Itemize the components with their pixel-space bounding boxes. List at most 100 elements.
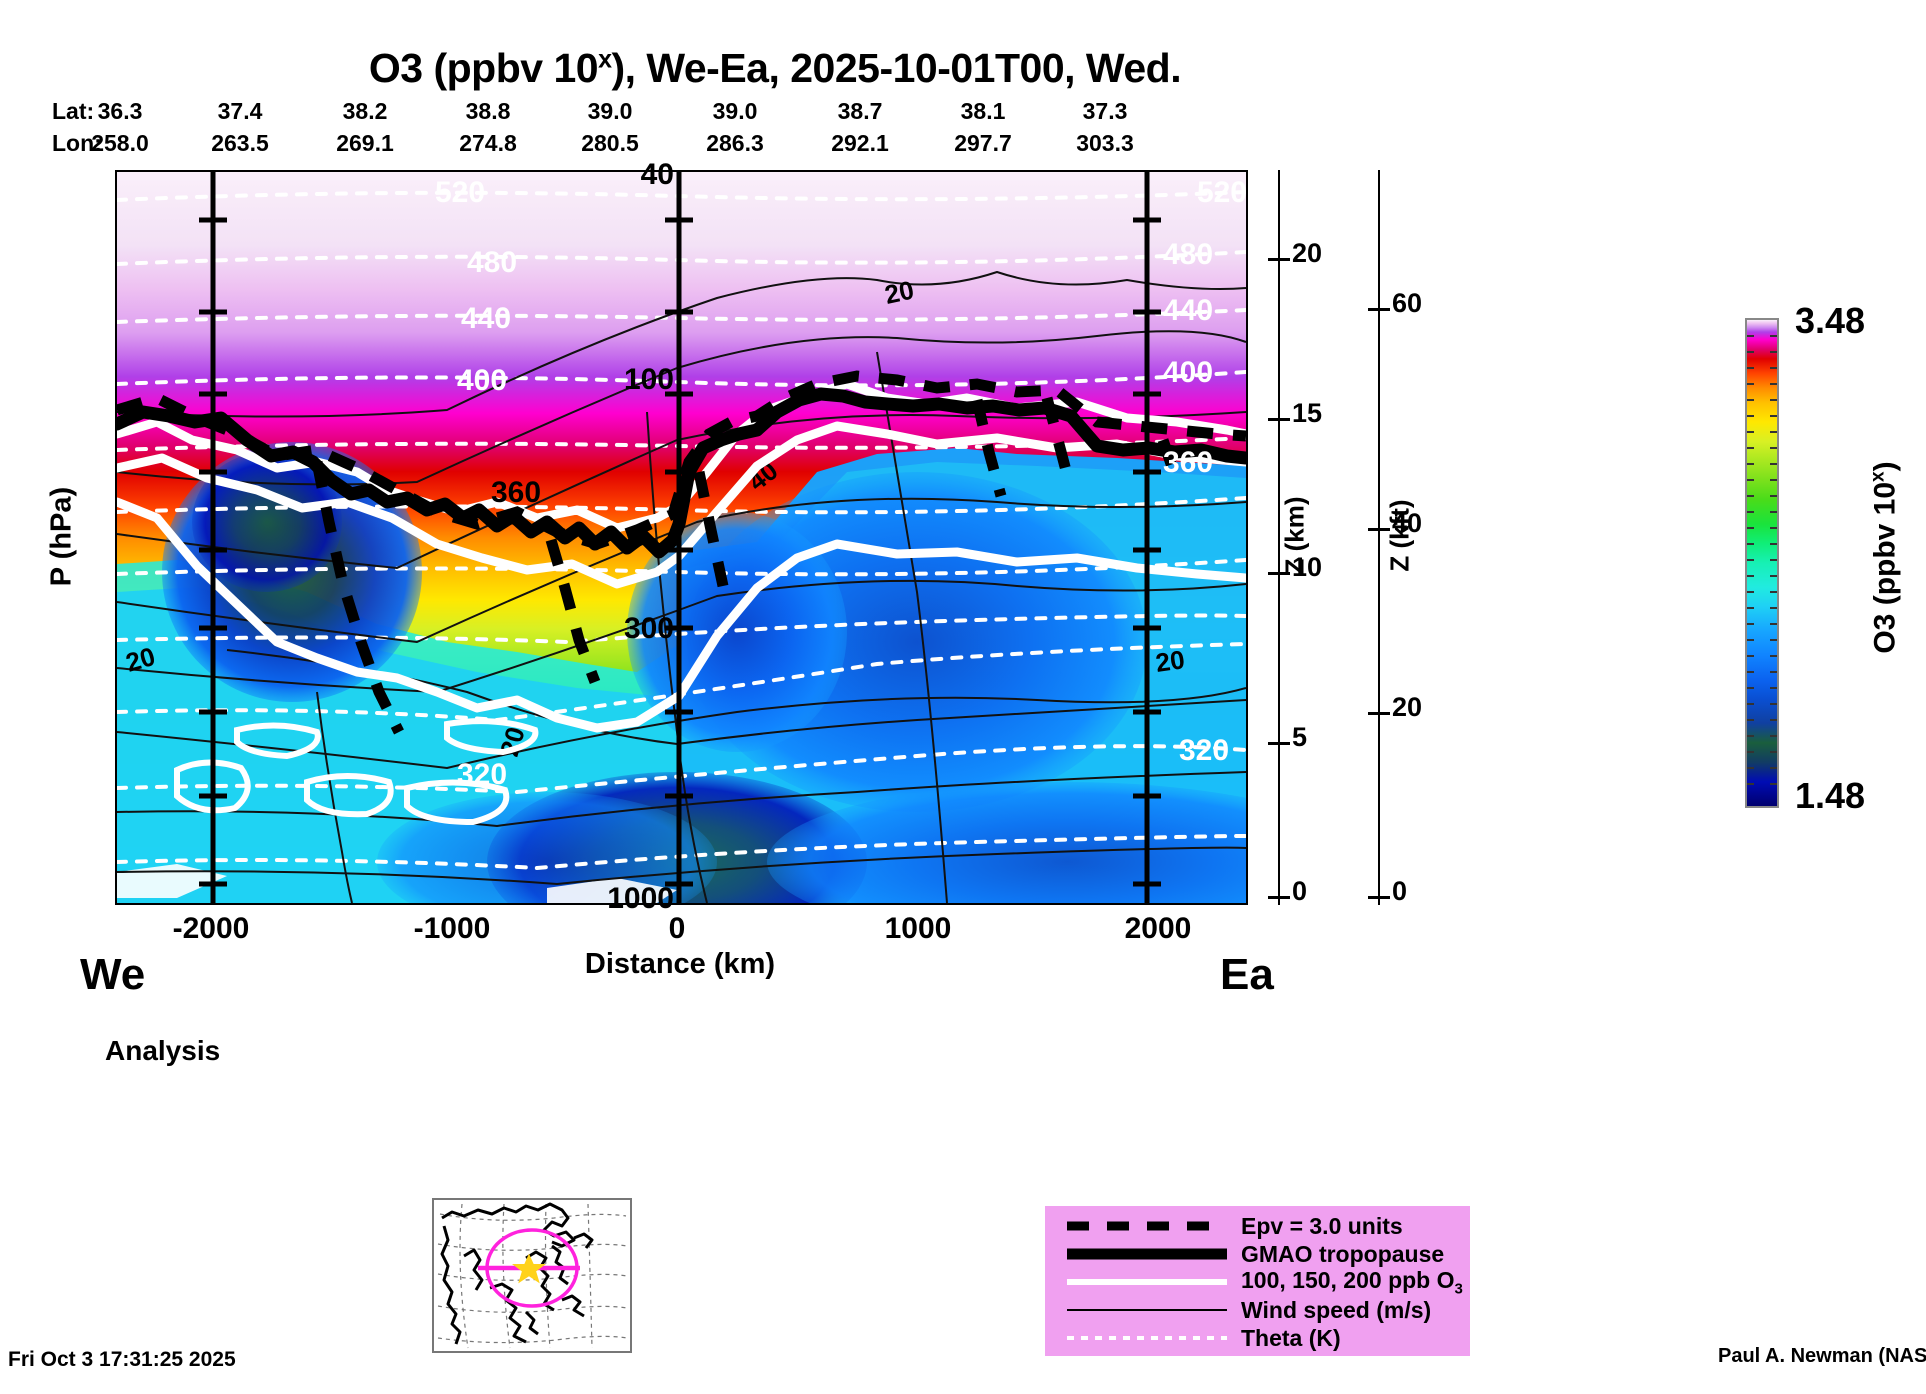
legend-item-wind-speed: Wind speed (m/s) [1045, 1296, 1470, 1324]
legend-label: Wind speed (m/s) [1241, 1296, 1432, 1323]
lon-value: 280.5 [581, 130, 639, 156]
solid-thick-black-line-icon [1067, 1240, 1227, 1268]
theta-contour-label: 480 [467, 246, 517, 279]
theta-contour-label: 360 [491, 476, 541, 509]
dashed-thick-black-line-icon [1067, 1212, 1227, 1240]
east-endpoint-label: Ea [1220, 950, 1274, 999]
solid-thin-black-line-icon [1067, 1296, 1227, 1324]
lon-label: Lon: [52, 130, 102, 156]
longitude-header-row: Lon: 258.0 263.5 269.1 274.8 280.5 286.3… [0, 130, 1250, 160]
lat-value: 36.3 [97, 98, 143, 124]
colorbar-label: O3 (ppbv 10x) [1867, 461, 1902, 654]
colorbar[interactable] [1745, 318, 1779, 808]
latitude-header-row: Lat: 36.3 37.4 38.2 38.8 39.0 39.0 38.7 … [0, 98, 1250, 128]
lon-value: 303.3 [1076, 130, 1134, 156]
y-axis-tick: 1000 [607, 882, 674, 915]
z-km-tick-mark [1268, 258, 1290, 261]
legend-label: GMAO tropopause [1241, 1240, 1445, 1267]
z-kft-axis-line [1378, 170, 1380, 905]
lat-label: Lat: [52, 98, 95, 124]
z-kft-tick-mark [1368, 308, 1390, 311]
theta-contour-label: 520 [1197, 176, 1246, 209]
x-axis-tick: -2000 [172, 912, 250, 945]
inset-locator-map[interactable] [432, 1198, 632, 1353]
page-title: O3 (ppbv 10x), We-Ea, 2025-10-01T00, Wed… [0, 45, 1550, 92]
y-axis-tick: 40 [640, 158, 674, 191]
legend-label: Theta (K) [1241, 1324, 1341, 1351]
z-kft-tick: 20 [1392, 692, 1423, 722]
z-km-tick: 15 [1292, 398, 1323, 428]
inset-map-graphic [434, 1200, 630, 1351]
z-km-tick: 10 [1292, 552, 1323, 582]
z-kft-tick-mark [1368, 528, 1390, 531]
colorbar-label-text: O3 (ppbv 10 [1868, 481, 1902, 654]
west-endpoint-label: We [80, 950, 146, 999]
z-km-axis-line [1278, 170, 1280, 905]
title-exponent: x [598, 45, 612, 74]
x-axis-tick: 0 [668, 912, 686, 945]
legend-label: 100, 150, 200 ppb O3 [1241, 1267, 1463, 1298]
contour-field: 20 20 20 20 40 [117, 172, 1246, 903]
title-main: O3 (ppbv 10 [368, 45, 599, 91]
z-km-tick-mark [1268, 742, 1290, 745]
z-km-tick-mark [1268, 418, 1290, 421]
wind-contour-label: 20 [1154, 644, 1187, 678]
x-axis-label: Distance (km) [584, 948, 776, 980]
theta-contour-label: 320 [457, 758, 507, 791]
z-km-tick-mark [1268, 572, 1290, 575]
lat-value: 38.8 [465, 98, 511, 124]
reference-line [210, 172, 1150, 903]
theta-contour-label: 440 [461, 302, 511, 335]
lon-value: 269.1 [336, 130, 394, 156]
title-rest: ), We-Ea, 2025-10-01T00, Wed. [611, 45, 1182, 91]
dotted-white-line-icon [1067, 1324, 1227, 1352]
legend-label: Epv = 3.0 units [1241, 1212, 1403, 1239]
z-km-tick-mark [1268, 896, 1290, 899]
z-kft-tick: 60 [1392, 288, 1423, 318]
lat-value: 39.0 [712, 98, 758, 124]
z-kft-tick-mark [1368, 712, 1390, 715]
z-km-tick: 0 [1292, 876, 1308, 906]
cross-section-plot[interactable]: 20 20 20 20 40 [115, 170, 1248, 905]
legend-item-theta: Theta (K) [1045, 1324, 1470, 1352]
lon-value: 286.3 [706, 130, 764, 156]
lat-value: 38.2 [342, 98, 388, 124]
z-km-tick: 20 [1292, 238, 1323, 268]
solid-white-line-icon [1067, 1268, 1227, 1296]
lon-value: 292.1 [831, 130, 889, 156]
theta-contour-label: 440 [1163, 294, 1213, 327]
theta-contour-label: 360 [1163, 446, 1213, 479]
theta-contour-label: 400 [1163, 356, 1213, 389]
wind-contour-label: 20 [882, 275, 917, 310]
lon-value: 274.8 [459, 130, 517, 156]
x-axis-tick: 2000 [1124, 912, 1192, 945]
y-axis-label: P (hPa) [45, 486, 78, 587]
legend-item-tropopause: GMAO tropopause [1045, 1240, 1470, 1268]
lat-value: 37.3 [1082, 98, 1128, 124]
legend-box: Epv = 3.0 units GMAO tropopause 100, 150… [1045, 1206, 1470, 1356]
lon-value: 263.5 [211, 130, 269, 156]
legend-item-ozone-contours: 100, 150, 200 ppb O3 [1045, 1267, 1470, 1298]
x-axis-tick: 1000 [884, 912, 952, 945]
lon-value: 258.0 [91, 130, 149, 156]
analysis-label: Analysis [105, 1035, 221, 1066]
colorbar-min-value: 1.48 [1795, 775, 1866, 816]
colorbar-label-exponent: x [1867, 471, 1889, 482]
z-kft-tick: 40 [1392, 508, 1423, 538]
lat-value: 38.7 [837, 98, 883, 124]
colorbar-max-value: 3.48 [1795, 300, 1866, 341]
legend-label-text: 100, 150, 200 ppb O [1241, 1266, 1455, 1293]
y-axis-tick: 300 [623, 612, 674, 645]
z-kft-tick-mark [1368, 896, 1390, 899]
colorbar-gradient [1747, 320, 1777, 806]
theta-contour-label: 520 [435, 176, 485, 209]
lat-value: 37.4 [217, 98, 263, 124]
timestamp: Fri Oct 3 17:31:25 2025 [8, 1348, 236, 1371]
x-axis-tick: -1000 [413, 912, 491, 945]
legend-item-epv: Epv = 3.0 units [1045, 1212, 1470, 1240]
z-kft-tick: 0 [1392, 876, 1408, 906]
z-km-tick: 5 [1292, 722, 1308, 752]
y-axis-tick: 100 [623, 363, 674, 396]
lat-value: 39.0 [587, 98, 633, 124]
lat-value: 38.1 [960, 98, 1006, 124]
